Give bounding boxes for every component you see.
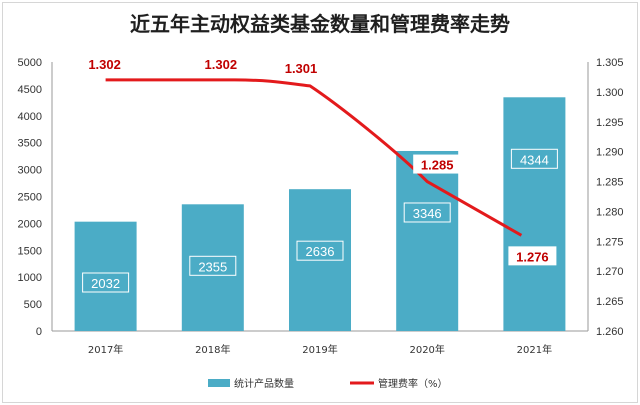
bar-label-box bbox=[189, 255, 237, 276]
y-left-tick-label: 1000 bbox=[18, 272, 42, 284]
line-data-labels: 1.302 1.302 1.301 1.285 1.276 bbox=[80, 53, 557, 266]
x-tick-label: 2020年 bbox=[409, 343, 444, 356]
y-left-tick-label: 2000 bbox=[18, 218, 42, 230]
y-left-tick-label: 500 bbox=[24, 299, 42, 311]
bar-label-box bbox=[296, 240, 344, 261]
bar-data-label: 2355 bbox=[198, 259, 227, 274]
line-data-label: 1.285 bbox=[421, 158, 454, 173]
x-tick-labels: 2017年 2018年 2019年 2020年 2021年 bbox=[88, 343, 552, 356]
line-label-bg bbox=[196, 53, 245, 73]
y-left-tick-label: 2500 bbox=[18, 192, 42, 204]
y-left-tick-label: 4000 bbox=[18, 111, 42, 123]
y-right-tick-label: 1.285 bbox=[596, 177, 624, 189]
y-right-tick-label: 1.295 bbox=[596, 117, 624, 129]
line-label-bg bbox=[508, 246, 557, 266]
y-right-tick-labels: 1.260 1.265 1.270 1.275 1.280 1.285 1.290 1.295… bbox=[596, 57, 624, 338]
bar-data-label: 3346 bbox=[413, 206, 442, 221]
bar-label-box bbox=[82, 272, 130, 293]
y-right-tick-label: 1.290 bbox=[596, 147, 624, 159]
line-data-label: 1.276 bbox=[516, 249, 549, 264]
legend: 统计产品数量 管理费率（%） bbox=[208, 377, 448, 390]
line-data-label: 1.302 bbox=[205, 57, 238, 72]
legend-bar-label: 统计产品数量 bbox=[234, 377, 294, 390]
y-left-tick-label: 4500 bbox=[18, 84, 42, 96]
bar-data-labels: 2032 2355 2636 3346 4344 bbox=[82, 148, 558, 293]
bar bbox=[181, 204, 244, 331]
y-right-tick-label: 1.270 bbox=[596, 266, 624, 278]
x-tick-label: 2018年 bbox=[195, 343, 230, 356]
line-data-label: 1.302 bbox=[88, 57, 121, 72]
y-left-tick-label: 0 bbox=[36, 326, 42, 338]
bar-data-label: 4344 bbox=[520, 152, 549, 167]
fee-rate-line bbox=[105, 78, 523, 237]
y-left-tick-labels: 0 500 1000 1500 2000 2500 3000 3500 4000 4500 5000 bbox=[18, 57, 42, 338]
line-label-bg bbox=[80, 53, 129, 73]
line-label-bg bbox=[413, 154, 462, 174]
y-left-tick-label: 3000 bbox=[18, 165, 42, 177]
bar-data-label: 2636 bbox=[306, 244, 335, 259]
x-tick-label: 2017年 bbox=[88, 343, 123, 356]
bar bbox=[74, 221, 137, 331]
legend-line-label: 管理费率（%） bbox=[378, 377, 448, 390]
line-label-bg bbox=[277, 57, 325, 77]
bar-label-box bbox=[510, 148, 558, 169]
y-left-tick-label: 1500 bbox=[18, 245, 42, 257]
bar-series bbox=[74, 97, 566, 331]
legend-bar-swatch bbox=[208, 379, 230, 387]
y-left-tick-label: 5000 bbox=[18, 57, 42, 69]
bar-label-box bbox=[403, 202, 451, 223]
y-right-tick-label: 1.275 bbox=[596, 236, 624, 248]
y-right-tick-label: 1.300 bbox=[596, 87, 624, 99]
line-data-label: 1.301 bbox=[285, 61, 318, 76]
bar bbox=[503, 97, 566, 331]
bar bbox=[396, 150, 459, 331]
y-right-tick-label: 1.280 bbox=[596, 206, 624, 218]
y-right-tick-label: 1.260 bbox=[596, 326, 624, 338]
x-tick-label: 2019年 bbox=[302, 343, 337, 356]
bar-data-label: 2032 bbox=[91, 276, 120, 291]
y-right-tick-label: 1.305 bbox=[596, 57, 624, 69]
y-left-tick-label: 3500 bbox=[18, 138, 42, 150]
y-right-tick-label: 1.265 bbox=[596, 296, 624, 308]
chart-title: 近五年主动权益类基金数量和管理费率走势 bbox=[130, 12, 510, 36]
x-tick-label: 2021年 bbox=[517, 343, 552, 356]
